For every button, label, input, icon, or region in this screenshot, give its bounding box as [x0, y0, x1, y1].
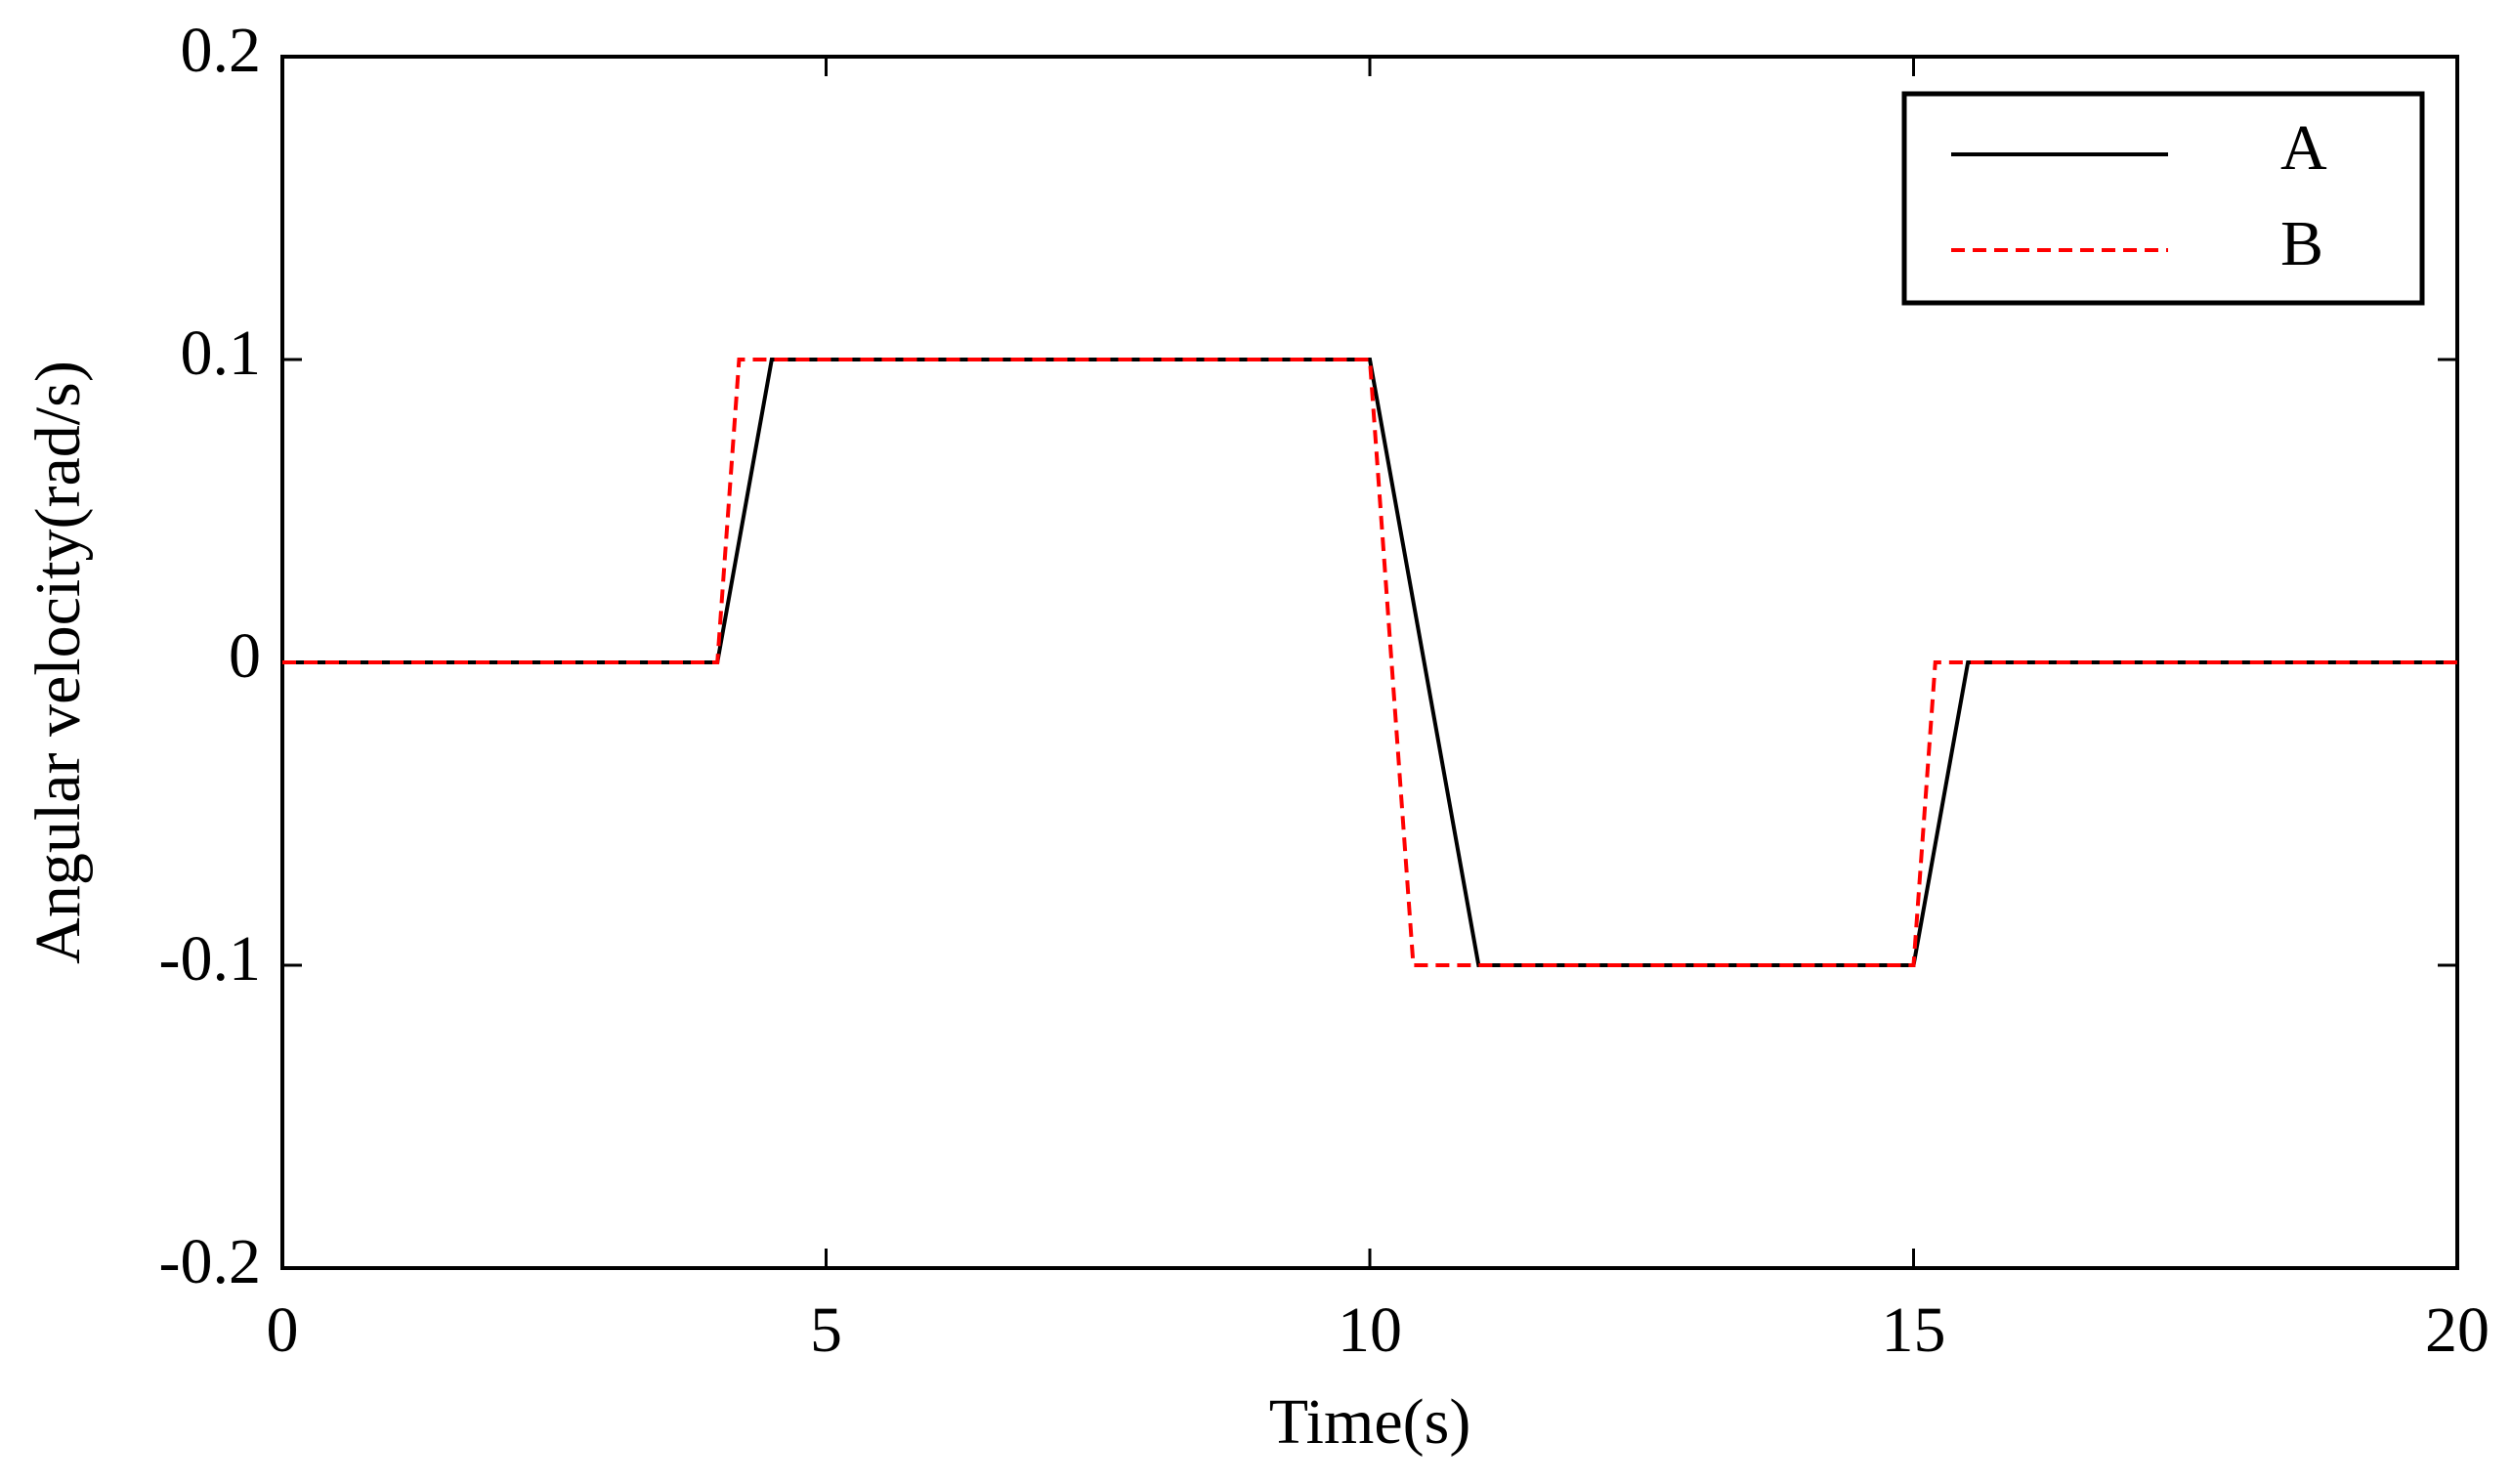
x-tick-label: 5: [810, 1294, 842, 1366]
y-tick-label: 0.1: [181, 318, 262, 389]
x-tick-label: 15: [1882, 1294, 1946, 1366]
y-axis-label: Angular velocity(rad/s): [22, 360, 94, 964]
y-tick-label: -0.2: [159, 1226, 261, 1297]
legend-box: [1901, 91, 2425, 306]
x-tick-label: 10: [1338, 1294, 1402, 1366]
x-tick-label: 20: [2425, 1294, 2490, 1366]
series-line: [282, 358, 2457, 967]
legend-label: A: [2280, 112, 2327, 184]
y-tick-label: -0.1: [159, 923, 261, 995]
x-tick-label: 0: [267, 1294, 299, 1366]
legend-label: B: [2280, 208, 2323, 279]
x-axis-label: Time(s): [1269, 1386, 1471, 1458]
y-tick-label: 0.2: [181, 15, 262, 86]
y-tick-label: 0: [229, 620, 261, 692]
series-line: [282, 358, 2457, 967]
